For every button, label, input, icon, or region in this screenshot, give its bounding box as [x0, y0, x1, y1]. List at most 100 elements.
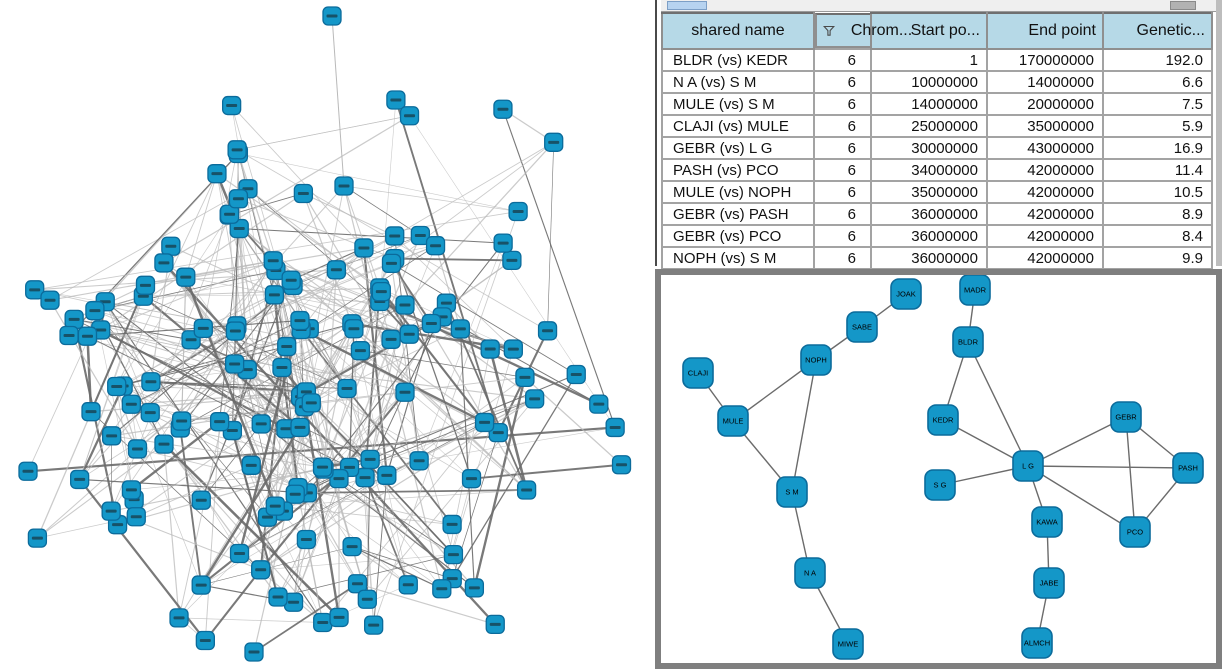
network-node[interactable] — [381, 253, 402, 274]
filter-funnel-icon[interactable] — [823, 25, 835, 37]
cell-start_position[interactable]: 36000000 — [870, 202, 988, 226]
network-node[interactable] — [350, 341, 371, 361]
network-node[interactable] — [493, 99, 513, 119]
network-node[interactable] — [395, 382, 415, 402]
cell-end_point[interactable]: 42000000 — [986, 180, 1104, 204]
network-node[interactable] — [85, 301, 105, 321]
network-node[interactable] — [176, 267, 196, 287]
node-L-G[interactable]: L G — [1012, 450, 1044, 482]
table-row[interactable]: GEBR (vs) PASH 6 36000000 42000000 8.9 — [661, 202, 1213, 226]
cell-end_point[interactable]: 42000000 — [986, 224, 1104, 248]
network-node[interactable] — [347, 574, 368, 594]
network-node[interactable] — [161, 236, 181, 256]
network-node[interactable] — [442, 514, 462, 535]
network-node[interactable] — [244, 642, 264, 662]
network-node[interactable] — [229, 218, 249, 239]
network-node[interactable] — [272, 357, 292, 378]
network-node[interactable] — [227, 140, 247, 160]
network-node[interactable] — [101, 501, 121, 521]
cell-shared_name[interactable]: PASH (vs) PCO — [661, 158, 815, 182]
cell-end_point[interactable]: 42000000 — [986, 246, 1104, 270]
network-node[interactable] — [290, 310, 310, 331]
network-node[interactable] — [409, 451, 429, 471]
table-row[interactable]: MULE (vs) NOPH 6 35000000 42000000 10.5 — [661, 180, 1213, 204]
network-node[interactable] — [421, 313, 442, 334]
cell-start_position[interactable]: 36000000 — [870, 224, 988, 248]
network-node[interactable] — [474, 412, 495, 433]
network-node[interactable] — [18, 461, 38, 481]
network-node[interactable] — [364, 615, 384, 635]
cell-genetic_distance[interactable]: 9.9 — [1102, 246, 1213, 270]
network-node[interactable] — [377, 465, 397, 485]
cell-shared_name[interactable]: GEBR (vs) L G — [661, 136, 815, 160]
network-node[interactable] — [140, 402, 160, 423]
network-node[interactable] — [172, 411, 192, 431]
cell-chromosome[interactable]: 6 — [813, 202, 872, 226]
node-GEBR[interactable]: GEBR — [1110, 401, 1142, 433]
column-header-end_point[interactable]: End point — [986, 12, 1104, 50]
network-node[interactable] — [450, 319, 471, 339]
cell-chromosome[interactable]: 6 — [813, 48, 872, 72]
network-node[interactable] — [195, 630, 215, 651]
cell-genetic_distance[interactable]: 16.9 — [1102, 136, 1213, 160]
network-node[interactable] — [385, 226, 405, 246]
cell-shared_name[interactable]: BLDR (vs) KEDR — [661, 48, 815, 72]
cell-genetic_distance[interactable]: 5.9 — [1102, 114, 1213, 138]
network-node[interactable] — [264, 285, 285, 305]
table-row[interactable]: GEBR (vs) L G 6 30000000 43000000 16.9 — [661, 136, 1213, 160]
network-node[interactable] — [281, 270, 301, 290]
cell-end_point[interactable]: 43000000 — [986, 136, 1104, 160]
cell-end_point[interactable]: 42000000 — [986, 202, 1104, 226]
network-node[interactable] — [193, 318, 213, 338]
network-node[interactable] — [59, 325, 79, 346]
network-node[interactable] — [425, 236, 446, 256]
network-node[interactable] — [360, 449, 380, 470]
network-node[interactable] — [334, 176, 354, 196]
edge-L-G--PCO[interactable] — [1027, 465, 1136, 533]
network-node[interactable] — [329, 607, 349, 628]
cell-chromosome[interactable]: 6 — [813, 136, 872, 160]
node-NOPH[interactable]: NOPH — [800, 344, 832, 376]
network-node[interactable] — [251, 414, 271, 434]
network-node[interactable] — [525, 389, 545, 409]
edge-NOPH--S-M[interactable] — [791, 359, 817, 493]
network-node[interactable] — [121, 394, 141, 414]
node-CLAJI[interactable]: CLAJI — [682, 357, 714, 389]
table-row[interactable]: NOPH (vs) S M 6 36000000 42000000 9.9 — [661, 246, 1213, 270]
network-node[interactable] — [27, 528, 48, 548]
network-node[interactable] — [432, 579, 452, 599]
network-node[interactable] — [301, 393, 321, 413]
network-node[interactable] — [207, 164, 227, 184]
cell-shared_name[interactable]: NOPH (vs) S M — [661, 246, 815, 270]
node-BLDR[interactable]: BLDR — [952, 326, 984, 358]
table-row[interactable]: GEBR (vs) PCO 6 36000000 42000000 8.4 — [661, 224, 1213, 248]
table-row[interactable]: BLDR (vs) KEDR 6 1 170000000 192.0 — [661, 48, 1213, 72]
cell-end_point[interactable]: 42000000 — [986, 158, 1104, 182]
cell-chromosome[interactable]: 6 — [813, 158, 872, 182]
cell-genetic_distance[interactable]: 10.5 — [1102, 180, 1213, 204]
cell-shared_name[interactable]: GEBR (vs) PASH — [661, 202, 815, 226]
network-node[interactable] — [381, 329, 401, 349]
edge-GEBR--PCO[interactable] — [1125, 416, 1136, 533]
network-node[interactable] — [537, 321, 558, 341]
network-node[interactable] — [81, 402, 101, 422]
cell-shared_name[interactable]: GEBR (vs) PCO — [661, 224, 815, 248]
network-node[interactable] — [277, 336, 297, 357]
network-node[interactable] — [263, 251, 283, 271]
node-PASH[interactable]: PASH — [1172, 452, 1204, 484]
cell-start_position[interactable]: 1 — [870, 48, 988, 72]
network-node[interactable] — [589, 394, 609, 414]
cell-genetic_distance[interactable]: 6.6 — [1102, 70, 1213, 94]
network-node[interactable] — [127, 439, 148, 459]
node-KEDR[interactable]: KEDR — [927, 404, 959, 436]
main-network-canvas[interactable] — [0, 0, 655, 669]
cell-chromosome[interactable]: 6 — [813, 114, 872, 138]
node-ALMCH[interactable]: ALMCH — [1021, 627, 1053, 659]
network-node[interactable] — [191, 575, 211, 595]
node-MIWE[interactable]: MIWE — [832, 628, 864, 660]
network-node[interactable] — [386, 90, 406, 110]
network-node[interactable] — [355, 467, 375, 488]
network-node[interactable] — [485, 614, 505, 635]
network-node[interactable] — [399, 106, 420, 126]
network-node[interactable] — [371, 281, 391, 302]
